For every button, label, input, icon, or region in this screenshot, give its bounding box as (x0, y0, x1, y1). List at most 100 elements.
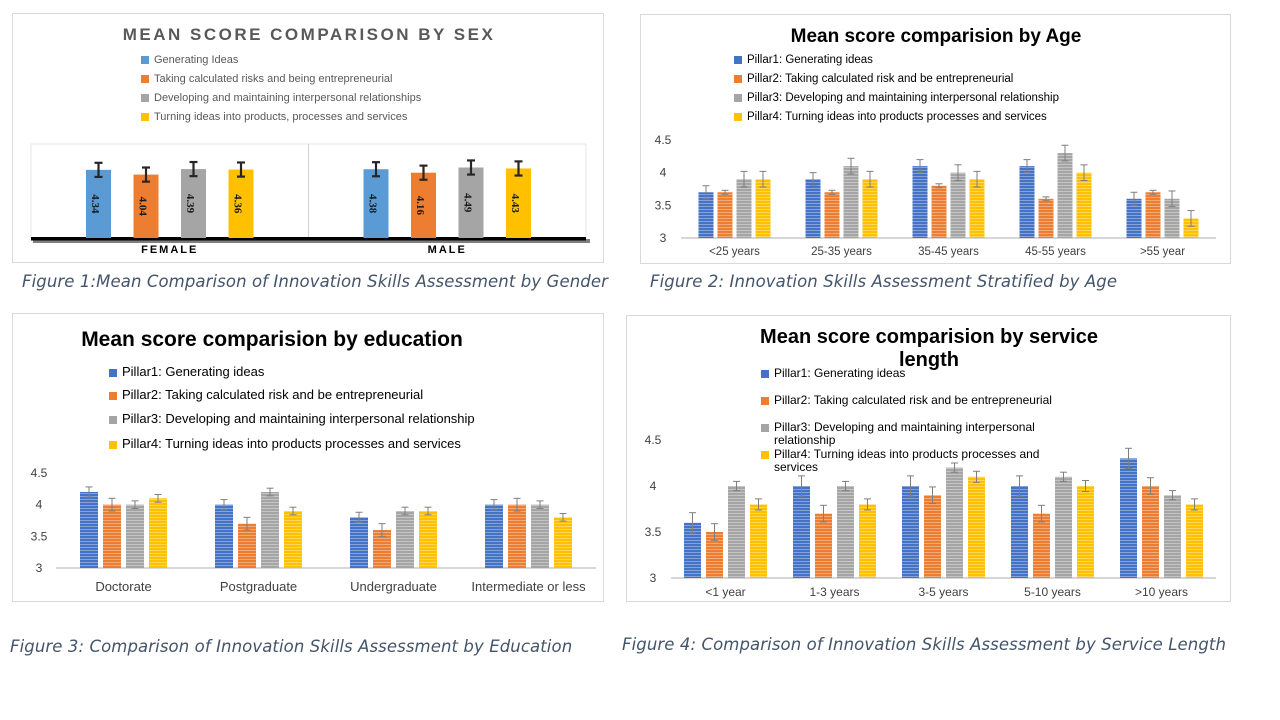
x-axis-baseline (31, 237, 586, 241)
y-tick-label: 4 (660, 166, 667, 180)
bar (284, 511, 302, 568)
x-category-label: <25 years (709, 246, 760, 258)
bar (1183, 218, 1199, 238)
chart-age: Mean score comparision by Age Pillar1: Ge… (640, 14, 1231, 264)
y-tick-label: 3.5 (645, 525, 662, 539)
legend-swatch (141, 75, 149, 83)
bar (902, 486, 919, 578)
bar (238, 523, 256, 568)
bar (805, 179, 821, 238)
bar (1120, 458, 1137, 578)
legend-label: Turning ideas into products, processes a… (154, 111, 408, 123)
y-tick-label: 3.5 (31, 529, 48, 543)
legend-label: Pillar2: Taking calculated risk and be e… (747, 73, 1013, 85)
x-category-label: 3-5 years (918, 585, 968, 599)
x-category-label: Doctorate (95, 579, 151, 594)
figure-4-caption: Figure 4: Comparison of Innovation Skill… (622, 635, 1227, 654)
bar (508, 504, 526, 568)
chart-service-length-svg: Mean score comparision by service lengthP… (645, 326, 1216, 599)
bar (950, 172, 966, 238)
chart-title: Mean score comparision by service length (760, 326, 1098, 371)
data-label: 4.38 (366, 194, 378, 214)
bar (969, 179, 985, 238)
bar (946, 467, 963, 578)
chart-education-svg: Mean score comparision by education Pilla… (31, 328, 596, 594)
bar (843, 166, 859, 238)
legend-swatch (761, 451, 769, 459)
bar (1186, 504, 1203, 578)
bar (1145, 192, 1161, 238)
x-category-label: >55 year (1140, 246, 1185, 258)
bar (350, 517, 368, 568)
x-category-label: 5-10 years (1024, 585, 1081, 599)
data-label: 4.43 (509, 194, 521, 214)
legend-swatch (109, 441, 117, 449)
bar (1164, 198, 1180, 238)
legend-label: Pillar3: Developing and maintaining inte… (122, 411, 475, 426)
x-category-label: 45-55 years (1025, 246, 1086, 258)
figure-2-caption: Figure 2: Innovation Skills Assessment S… (650, 272, 1118, 291)
bar (1033, 513, 1050, 578)
figure-3-caption: Figure 3: Comparison of Innovation Skill… (10, 637, 573, 656)
chart-sex-svg: MEAN SCORE COMPARISON BY SEX Generating I… (30, 25, 590, 256)
baseline-shadow (33, 239, 590, 243)
data-label: 4.16 (414, 196, 426, 216)
chart-title: MEAN SCORE COMPARISON BY SEX (123, 25, 496, 44)
legend-label: Pillar1: Generating ideas (122, 364, 265, 379)
bar (793, 486, 810, 578)
x-category-label: 1-3 years (809, 585, 859, 599)
chart-service-length: Mean score comparision by service length P… (626, 315, 1231, 602)
chart-title: Mean score comparision by education (81, 328, 463, 351)
x-category-label: Postgraduate (220, 579, 297, 594)
bar (86, 169, 111, 238)
bar (750, 504, 767, 578)
bar (363, 169, 389, 238)
bar (181, 169, 206, 238)
y-tick-label: 3 (650, 571, 657, 585)
bar (815, 513, 832, 578)
bar (554, 517, 572, 568)
legend-swatch (761, 397, 769, 405)
legend-swatch (109, 369, 117, 377)
bar (215, 504, 233, 568)
legend-label: Pillar4: Turning ideas into products pro… (747, 111, 1047, 123)
bar (103, 504, 121, 568)
bar (728, 486, 745, 578)
bar (924, 495, 941, 578)
bar (824, 192, 840, 238)
bar (1055, 476, 1072, 578)
bar (506, 168, 531, 238)
data-label: 4.36 (231, 194, 243, 214)
bar (736, 179, 752, 238)
x-category-label: <1 year (705, 585, 745, 599)
bar (1164, 495, 1181, 578)
bar (706, 532, 723, 578)
bar (912, 166, 928, 238)
y-tick-label: 3.5 (655, 198, 672, 212)
bar (698, 192, 714, 238)
legend-label: Pillar3: Developing and maintaining inte… (747, 92, 1059, 104)
x-category-label: FEMALE (141, 244, 198, 256)
bar (717, 192, 733, 238)
legend-swatch (734, 94, 742, 102)
data-label: 4.34 (89, 194, 101, 214)
bar (458, 167, 484, 238)
legend-swatch (734, 56, 742, 64)
bar (396, 511, 414, 568)
y-tick-label: 4 (36, 498, 43, 512)
y-tick-label: 4 (650, 479, 657, 493)
bar (1126, 198, 1142, 238)
legend-label: Pillar1: Generating ideas (774, 366, 905, 380)
legend-label: Generating Ideas (154, 54, 239, 66)
bar (968, 476, 985, 578)
chart-education: Mean score comparision by education Pilla… (12, 313, 604, 602)
legend-swatch (141, 94, 149, 102)
data-label: 4.04 (136, 197, 148, 217)
bar (228, 169, 254, 238)
bar (373, 530, 391, 568)
bar (1011, 486, 1028, 578)
legend-label: Taking calculated risks and being entrep… (154, 73, 392, 85)
bar (531, 504, 549, 568)
chart-sex: MEAN SCORE COMPARISON BY SEX Generating I… (12, 13, 604, 263)
legend-swatch (141, 113, 149, 121)
